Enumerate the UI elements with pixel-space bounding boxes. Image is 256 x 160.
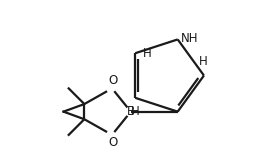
Text: NH: NH xyxy=(181,32,198,45)
Text: H: H xyxy=(143,47,152,60)
Text: O: O xyxy=(108,74,118,87)
Text: H: H xyxy=(199,55,207,68)
Text: H: H xyxy=(131,105,140,118)
Text: B: B xyxy=(127,105,135,118)
Text: O: O xyxy=(108,136,118,149)
